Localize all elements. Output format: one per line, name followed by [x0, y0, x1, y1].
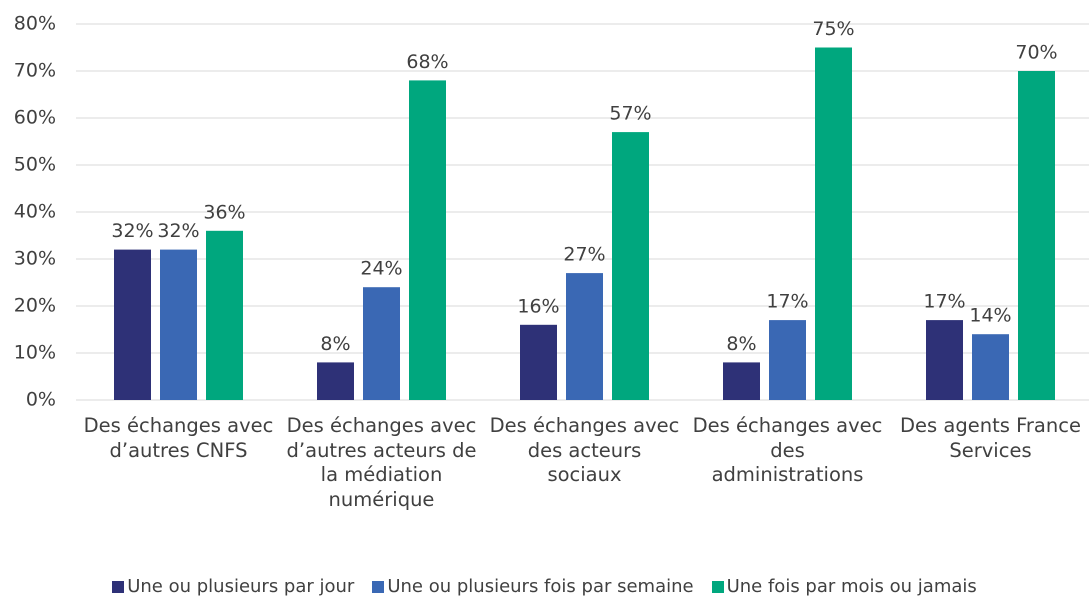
x-tick-label: Des échanges avec des acteurs sociaux — [489, 414, 680, 486]
legend-item: Une ou plusieurs fois par semaine — [372, 576, 694, 597]
bar — [520, 324, 557, 400]
legend-item: Une ou plusieurs par jour — [112, 576, 354, 597]
x-tick-label: Des agents France Services — [900, 414, 1081, 462]
y-tick-label: 60% — [14, 107, 56, 129]
data-label: 8% — [320, 333, 350, 355]
bar — [723, 362, 760, 400]
bar — [160, 249, 197, 400]
y-tick-label: 20% — [14, 295, 56, 317]
legend-label: Une fois par mois ou jamais — [726, 576, 977, 597]
y-tick-label: 70% — [14, 60, 56, 82]
data-label: 27% — [563, 244, 605, 266]
data-label: 32% — [111, 220, 153, 242]
legend-swatch — [372, 580, 385, 593]
data-label: 75% — [812, 18, 854, 40]
data-label: 32% — [157, 220, 199, 242]
legend-swatch — [112, 580, 125, 593]
data-label: 14% — [969, 305, 1011, 327]
legend-swatch — [711, 580, 724, 593]
legend-label: Une ou plusieurs par jour — [127, 576, 355, 597]
data-label: 36% — [203, 201, 245, 223]
y-tick-label: 10% — [14, 342, 56, 364]
data-label: 70% — [1015, 42, 1057, 64]
bar — [972, 334, 1009, 400]
bar — [612, 132, 649, 400]
bar — [206, 230, 243, 400]
bar — [317, 362, 354, 400]
bar — [409, 80, 446, 401]
x-tick-label: Des échanges avec des administrations — [692, 414, 883, 486]
bar — [769, 320, 806, 400]
bar — [114, 249, 151, 400]
data-label: 57% — [609, 103, 651, 125]
y-tick-label: 0% — [26, 389, 56, 411]
y-tick-label: 80% — [14, 13, 56, 35]
legend: Une ou plusieurs par jour Une ou plusieur… — [0, 576, 1089, 597]
legend-item: Une fois par mois ou jamais — [711, 576, 977, 597]
legend-label: Une ou plusieurs fois par semaine — [387, 576, 694, 597]
y-tick-label: 50% — [14, 154, 56, 176]
data-label: 17% — [923, 291, 965, 313]
data-label: 8% — [726, 333, 756, 355]
data-label: 68% — [406, 51, 448, 73]
y-tick-label: 40% — [14, 201, 56, 223]
bar — [1018, 71, 1055, 400]
x-tick-label: Des échanges avec d’autres acteurs de la… — [286, 414, 477, 511]
bar — [566, 273, 603, 400]
bar — [926, 320, 963, 400]
y-tick-label: 30% — [14, 248, 56, 270]
x-tick-label: Des échanges avec d’autres CNFS — [83, 414, 274, 462]
bar — [815, 47, 852, 400]
data-label: 17% — [766, 291, 808, 313]
data-label: 16% — [517, 295, 559, 317]
bar — [363, 287, 400, 400]
data-label: 24% — [360, 258, 402, 280]
